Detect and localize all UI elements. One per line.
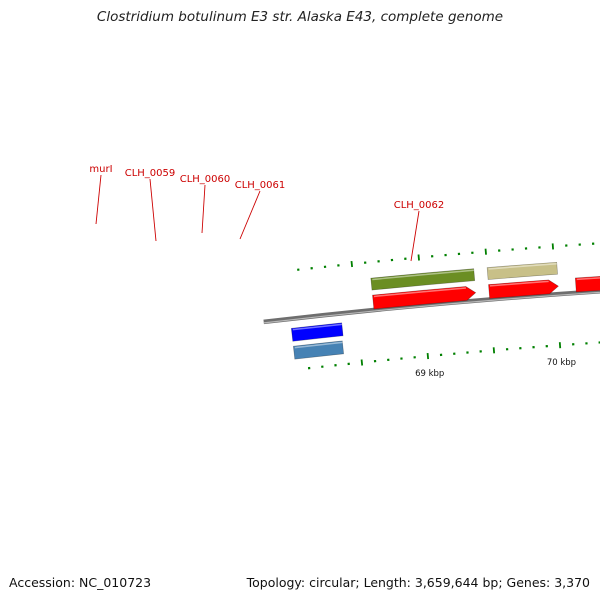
backbone-layer [263,289,600,325]
outer-tick [417,254,420,261]
muri-cds-highlight [373,287,467,298]
clh0059-gene-highlight [488,262,557,270]
steel-feature [293,340,344,360]
muri-cds [372,286,477,310]
map-title: Clostridium botulinum E3 str. Alaska E43… [96,9,504,25]
label-leader-line [239,190,261,240]
label-leader-line [410,210,420,262]
clh0059-cds-highlight [489,280,549,287]
outer-tick [350,260,354,268]
scale-label: 69 kbp [415,369,444,379]
gene-label: CLH_0062 [394,200,445,211]
gene-label: CLH_0061 [235,180,286,191]
clh0060-cds-highlight [576,277,600,281]
clh0060-cds [574,276,600,293]
scale-label: 70 kbp [547,358,576,368]
steel-feature-highlight [294,341,343,349]
gene-label: CLH_0059 [125,168,176,179]
inner-tick [426,353,430,360]
clh0059-gene [486,261,558,280]
label-layer: murI CLH_0059 CLH_0060 CLH_0061 CLH_0062 [89,164,445,262]
label-leader-line [149,178,157,242]
muri-gene [370,268,476,291]
accession-text: Accession: NC_010723 [9,575,152,590]
gene-label: CLH_0060 [180,174,231,185]
clh0059-cds [488,279,559,299]
muri-gene-highlight [372,269,474,281]
label-leader-line [95,174,102,225]
tick-layer [297,242,600,370]
backbone-highlight [263,291,600,324]
feature-layer [290,261,600,360]
inner-tick [360,359,364,366]
gene-label: murI [89,164,112,175]
topology-text: Topology: circular; Length: 3,659,644 bp… [246,575,590,590]
label-leader-line [201,184,206,234]
blue-feature [290,322,344,342]
blue-feature-highlight [292,323,342,331]
backbone-line [263,289,600,325]
